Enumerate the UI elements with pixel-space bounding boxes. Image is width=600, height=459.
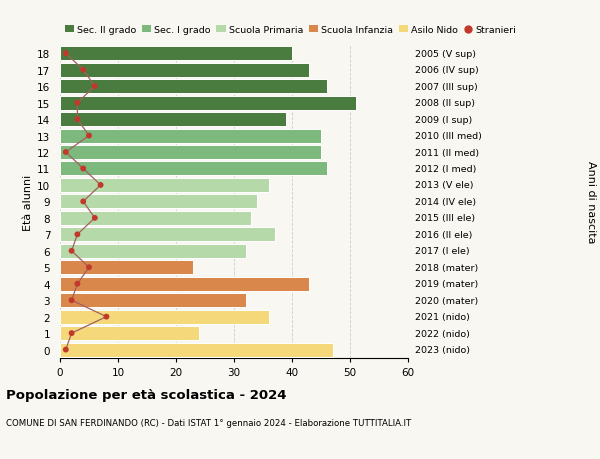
Bar bbox=[60, 310, 269, 324]
Point bbox=[73, 231, 82, 239]
Text: 2019 (mater): 2019 (mater) bbox=[415, 280, 478, 289]
Point bbox=[79, 198, 88, 206]
Point bbox=[73, 280, 82, 288]
Bar bbox=[60, 244, 245, 258]
Bar bbox=[60, 47, 292, 61]
Text: 2008 (II sup): 2008 (II sup) bbox=[415, 99, 475, 108]
Text: 2011 (II med): 2011 (II med) bbox=[415, 148, 479, 157]
Legend: Sec. II grado, Sec. I grado, Scuola Primaria, Scuola Infanzia, Asilo Nido, Stran: Sec. II grado, Sec. I grado, Scuola Prim… bbox=[65, 26, 517, 35]
Point bbox=[79, 67, 88, 74]
Text: Anni di nascita: Anni di nascita bbox=[586, 161, 596, 243]
Bar bbox=[60, 343, 332, 357]
Text: 2015 (III ele): 2015 (III ele) bbox=[415, 214, 475, 223]
Text: 2017 (I ele): 2017 (I ele) bbox=[415, 247, 470, 256]
Point bbox=[90, 83, 100, 90]
Bar bbox=[60, 261, 193, 274]
Bar bbox=[60, 63, 310, 78]
Text: 2009 (I sup): 2009 (I sup) bbox=[415, 115, 472, 124]
Bar bbox=[60, 195, 257, 209]
Point bbox=[61, 50, 71, 58]
Bar bbox=[60, 294, 245, 308]
Text: 2020 (mater): 2020 (mater) bbox=[415, 296, 478, 305]
Point bbox=[67, 247, 76, 255]
Text: 2010 (III med): 2010 (III med) bbox=[415, 132, 482, 141]
Text: 2014 (IV ele): 2014 (IV ele) bbox=[415, 197, 476, 207]
Text: 2005 (V sup): 2005 (V sup) bbox=[415, 50, 476, 59]
Bar bbox=[60, 96, 356, 110]
Point bbox=[84, 133, 94, 140]
Point bbox=[67, 297, 76, 304]
Bar bbox=[60, 179, 269, 192]
Point bbox=[101, 313, 111, 321]
Point bbox=[73, 100, 82, 107]
Text: Popolazione per età scolastica - 2024: Popolazione per età scolastica - 2024 bbox=[6, 388, 287, 401]
Text: 2012 (I med): 2012 (I med) bbox=[415, 165, 476, 174]
Text: 2013 (V ele): 2013 (V ele) bbox=[415, 181, 473, 190]
Point bbox=[61, 149, 71, 157]
Bar bbox=[60, 212, 251, 225]
Text: 2007 (III sup): 2007 (III sup) bbox=[415, 83, 478, 91]
Text: 2006 (IV sup): 2006 (IV sup) bbox=[415, 66, 479, 75]
Text: 2022 (nido): 2022 (nido) bbox=[415, 329, 470, 338]
Point bbox=[90, 215, 100, 222]
Point bbox=[84, 264, 94, 271]
Text: COMUNE DI SAN FERDINANDO (RC) - Dati ISTAT 1° gennaio 2024 - Elaborazione TUTTIT: COMUNE DI SAN FERDINANDO (RC) - Dati IST… bbox=[6, 418, 411, 427]
Point bbox=[79, 165, 88, 173]
Bar bbox=[60, 80, 327, 94]
Point bbox=[67, 330, 76, 337]
Bar bbox=[60, 326, 199, 341]
Y-axis label: Età alunni: Età alunni bbox=[23, 174, 33, 230]
Text: 2021 (nido): 2021 (nido) bbox=[415, 313, 470, 321]
Bar bbox=[60, 228, 275, 242]
Point bbox=[61, 346, 71, 353]
Bar bbox=[60, 162, 327, 176]
Bar bbox=[60, 277, 310, 291]
Point bbox=[96, 182, 106, 189]
Point bbox=[73, 116, 82, 123]
Text: 2023 (nido): 2023 (nido) bbox=[415, 345, 470, 354]
Bar bbox=[60, 146, 321, 160]
Bar bbox=[60, 129, 321, 143]
Bar bbox=[60, 113, 286, 127]
Text: 2016 (II ele): 2016 (II ele) bbox=[415, 230, 472, 239]
Text: 2018 (mater): 2018 (mater) bbox=[415, 263, 478, 272]
